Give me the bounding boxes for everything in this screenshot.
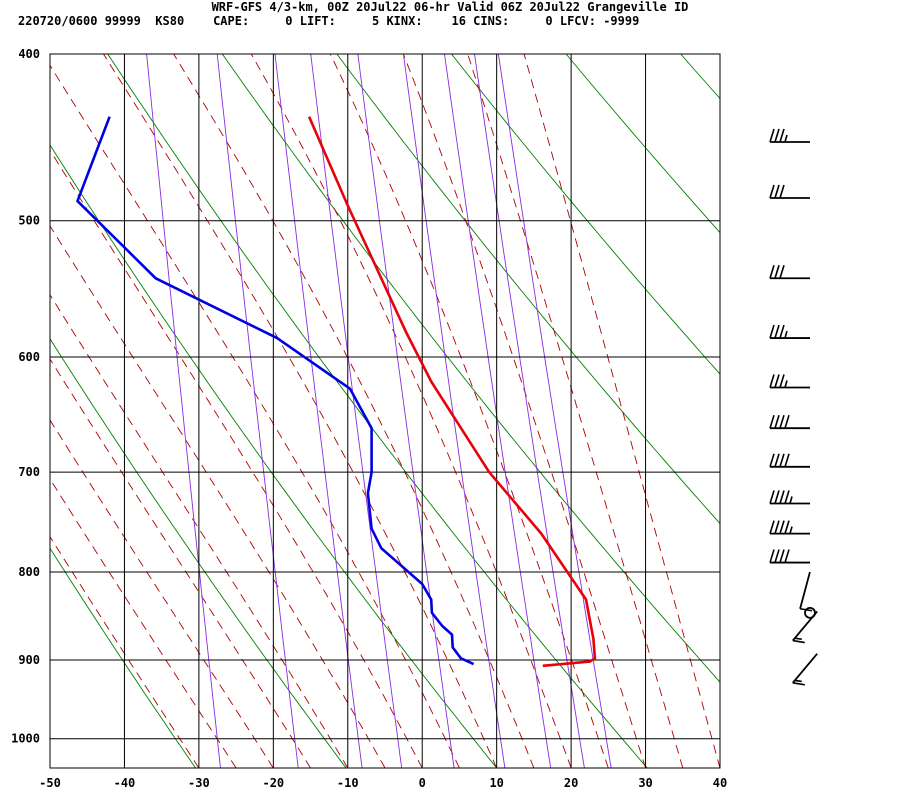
y-tick-label: 700 <box>18 465 40 479</box>
moist-adiabat-line <box>50 419 274 768</box>
dry-adiabat-line <box>107 54 648 768</box>
y-tick-label: 400 <box>18 47 40 61</box>
y-tick-label: 600 <box>18 350 40 364</box>
wind-barb <box>769 184 810 199</box>
wind-barb <box>769 549 810 564</box>
moist-adiabat-line <box>103 54 498 768</box>
mixing-ratio-line <box>216 54 299 768</box>
chart-title-line: WRF-GFS 4/3-km, 00Z 20Jul22 06-hr Valid … <box>211 0 689 14</box>
moist-adiabat-line <box>50 535 200 768</box>
wind-barb <box>792 653 818 686</box>
wind-barb <box>769 265 810 280</box>
mixing-ratio-line <box>274 54 363 768</box>
wind-barb <box>769 414 810 430</box>
x-tick-label: -20 <box>262 776 284 790</box>
temperature-trace <box>307 116 597 668</box>
y-tick-label: 500 <box>18 214 40 228</box>
x-tick-label: -40 <box>114 776 136 790</box>
mixing-ratio-line <box>310 54 403 768</box>
moist-adiabat-line <box>50 358 311 768</box>
mixing-ratio-line <box>497 54 612 768</box>
dry-adiabat-line <box>221 54 720 683</box>
x-tick-label: 40 <box>713 776 727 790</box>
moist-adiabat-line <box>50 225 386 768</box>
y-tick-label: 1000 <box>11 732 40 746</box>
dry-adiabat-line <box>50 144 498 768</box>
mixing-ratio-line <box>146 54 221 768</box>
wind-barb <box>769 128 810 143</box>
moist-adiabat-line <box>329 54 609 768</box>
moist-adiabat-line <box>50 478 237 768</box>
y-tick-label: 800 <box>18 565 40 579</box>
moist-adiabat-line <box>50 64 460 768</box>
dry-adiabat-line <box>336 54 720 525</box>
x-tick-label: -30 <box>188 776 210 790</box>
y-tick-label: 900 <box>18 653 40 667</box>
mixing-ratio-line <box>357 54 455 768</box>
wind-barb <box>769 453 810 468</box>
dry-adiabat-line <box>565 54 720 234</box>
dry-adiabat-line <box>50 338 347 768</box>
wind-barb <box>769 374 810 389</box>
x-tick-label: 10 <box>489 776 503 790</box>
x-tick-label: 20 <box>564 776 578 790</box>
moist-adiabat-line <box>467 54 684 768</box>
dewpoint-trace <box>76 116 475 666</box>
wind-barb <box>799 571 813 612</box>
moist-adiabat-line <box>50 294 349 768</box>
moist-adiabat-line <box>523 54 720 768</box>
dry-adiabat-line <box>50 547 196 768</box>
dry-adiabat-line <box>451 54 720 375</box>
mixing-ratio-line <box>444 54 552 768</box>
wind-barb <box>792 610 818 644</box>
wind-barb <box>769 520 810 535</box>
wind-barb <box>769 490 810 505</box>
x-tick-label: -50 <box>39 776 61 790</box>
moist-adiabat-line <box>402 54 647 768</box>
wind-barb <box>769 324 810 339</box>
sounding-indices-line: 220720/0600 99999 KS80 CAPE: 0 LIFT: 5 K… <box>18 14 640 28</box>
x-tick-label: 30 <box>638 776 652 790</box>
dry-adiabat-line <box>680 54 720 100</box>
x-tick-label: 0 <box>419 776 426 790</box>
mixing-ratio-line <box>402 54 506 768</box>
plot-frame <box>49 53 721 769</box>
x-tick-label: -10 <box>337 776 359 790</box>
